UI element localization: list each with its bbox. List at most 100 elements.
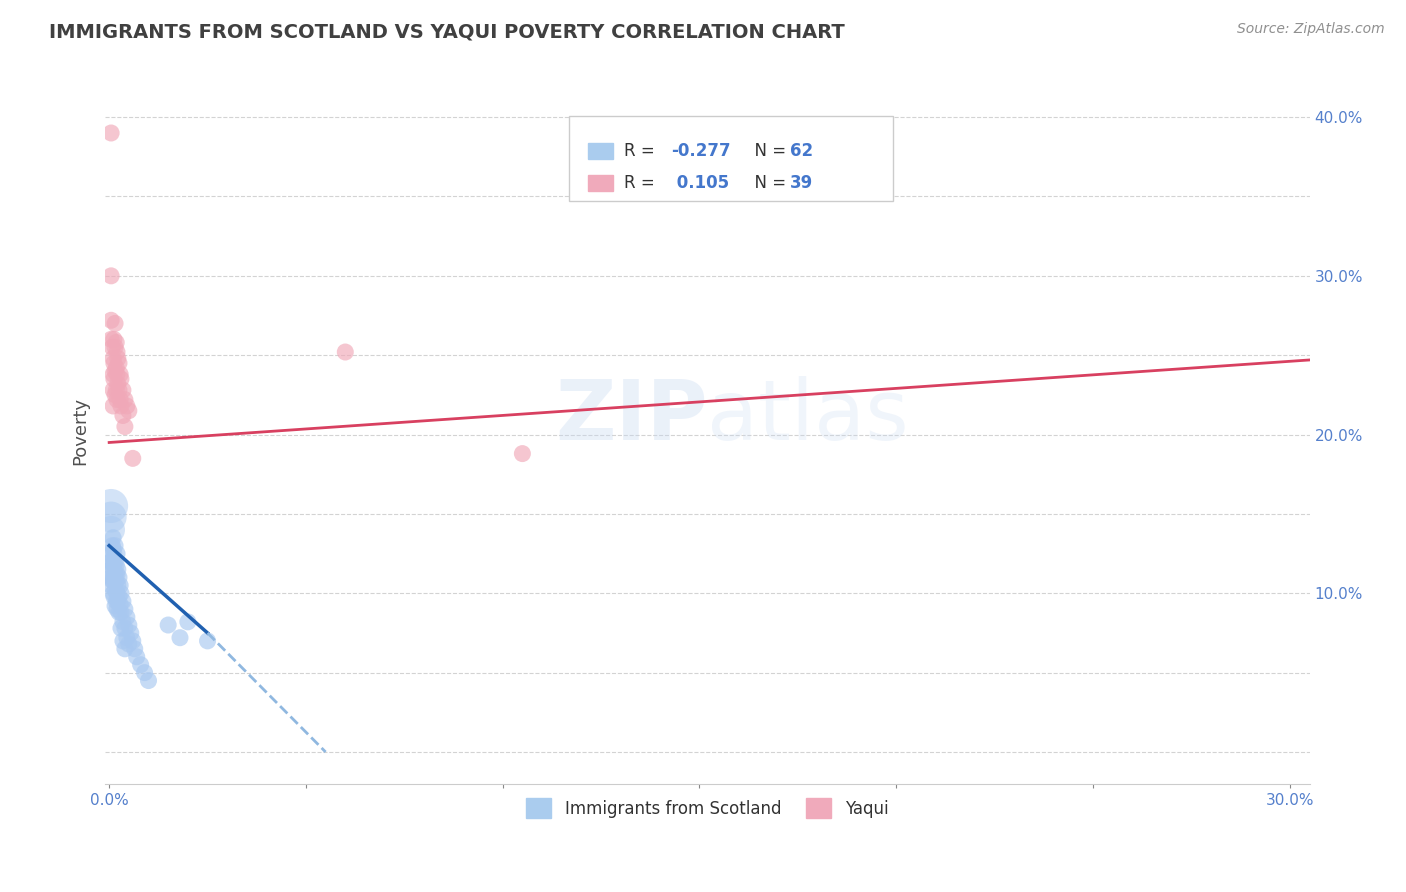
- Point: [105, 574, 128, 588]
- Text: R =: R =: [624, 174, 661, 192]
- Point: [104, 340, 127, 354]
- Point: [157, 618, 180, 632]
- Point: [108, 590, 131, 604]
- Point: [105, 567, 128, 582]
- Point: [121, 633, 143, 648]
- Point: [104, 583, 127, 598]
- Point: [114, 602, 136, 616]
- Point: [108, 598, 131, 612]
- Point: [110, 605, 132, 619]
- Point: [101, 541, 124, 556]
- Point: [111, 633, 134, 648]
- Point: [100, 499, 122, 513]
- Point: [197, 633, 219, 648]
- Point: [110, 586, 132, 600]
- Point: [108, 578, 131, 592]
- Point: [103, 558, 125, 572]
- Point: [101, 574, 124, 588]
- Point: [104, 364, 127, 378]
- Point: [107, 594, 129, 608]
- Point: [105, 368, 128, 382]
- Point: [108, 392, 131, 407]
- Text: N =: N =: [744, 174, 792, 192]
- Y-axis label: Poverty: Poverty: [72, 397, 89, 465]
- Point: [111, 383, 134, 397]
- Point: [105, 547, 128, 561]
- Point: [100, 523, 122, 537]
- Point: [101, 383, 124, 397]
- Point: [177, 615, 200, 629]
- Point: [100, 547, 122, 561]
- Point: [101, 531, 124, 545]
- Point: [105, 594, 128, 608]
- Point: [129, 657, 152, 672]
- Point: [114, 392, 136, 407]
- Point: [115, 399, 138, 413]
- Point: [107, 351, 129, 366]
- Point: [121, 451, 143, 466]
- Point: [111, 615, 134, 629]
- Point: [104, 317, 127, 331]
- Point: [105, 383, 128, 397]
- Point: [100, 332, 122, 346]
- Point: [104, 599, 127, 613]
- Point: [101, 351, 124, 366]
- Point: [103, 372, 125, 386]
- Point: [100, 570, 122, 584]
- Point: [114, 621, 136, 635]
- Point: [108, 570, 131, 584]
- Point: [101, 562, 124, 576]
- Point: [138, 673, 160, 688]
- Point: [118, 618, 141, 632]
- Point: [115, 631, 138, 645]
- Point: [101, 558, 124, 572]
- Text: ZIP: ZIP: [555, 376, 707, 457]
- Point: [101, 574, 124, 588]
- Point: [169, 631, 191, 645]
- Point: [101, 551, 124, 566]
- Point: [108, 356, 131, 370]
- Point: [105, 335, 128, 350]
- Point: [105, 392, 128, 407]
- Point: [103, 570, 125, 584]
- Point: [118, 637, 141, 651]
- Point: [110, 399, 132, 413]
- Point: [100, 126, 122, 140]
- Point: [108, 383, 131, 397]
- Point: [107, 562, 129, 576]
- Point: [124, 641, 146, 656]
- Text: 39: 39: [790, 174, 814, 192]
- Point: [134, 665, 156, 680]
- Point: [125, 649, 148, 664]
- Point: [101, 368, 124, 382]
- Point: [100, 313, 122, 327]
- Text: 62: 62: [790, 142, 813, 160]
- Point: [110, 372, 132, 386]
- Legend: Immigrants from Scotland, Yaqui: Immigrants from Scotland, Yaqui: [520, 791, 896, 825]
- Point: [100, 562, 122, 576]
- Point: [100, 510, 122, 524]
- Point: [111, 409, 134, 423]
- Text: 0.105: 0.105: [671, 174, 728, 192]
- Point: [108, 605, 131, 619]
- Point: [105, 345, 128, 359]
- Text: atlas: atlas: [707, 376, 910, 457]
- Point: [105, 360, 128, 375]
- Point: [100, 578, 122, 592]
- Point: [103, 547, 125, 561]
- Text: R =: R =: [624, 142, 661, 160]
- Point: [105, 586, 128, 600]
- Point: [101, 340, 124, 354]
- Point: [104, 388, 127, 402]
- Point: [115, 610, 138, 624]
- Point: [120, 626, 142, 640]
- Point: [104, 539, 127, 553]
- Point: [110, 621, 132, 635]
- Point: [104, 567, 127, 582]
- Point: [107, 376, 129, 391]
- Point: [101, 399, 124, 413]
- Point: [114, 419, 136, 434]
- Point: [107, 578, 129, 592]
- Point: [114, 641, 136, 656]
- Point: [108, 368, 131, 382]
